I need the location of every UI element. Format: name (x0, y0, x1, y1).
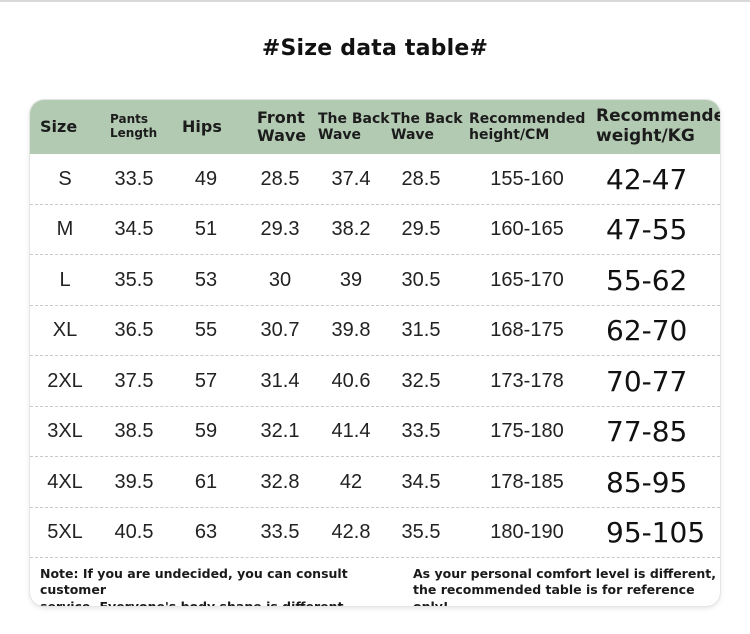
cell-back-wave-2: 33.5 (401, 420, 441, 442)
cell-hips: 53 (194, 268, 218, 291)
header-back-wave-1: The Back Wave (318, 110, 390, 143)
cell-height: 178-185 (490, 470, 564, 493)
cell-weight: 62-70 (606, 314, 688, 347)
table-row: 4XL 39.5 61 32.8 42 34.5 178-185 85-95 (30, 457, 720, 508)
cell-back-wave-2: 34.5 (401, 470, 441, 493)
cell-back-wave-2: 28.5 (401, 167, 441, 190)
cell-front-wave: 28.5 (260, 167, 300, 190)
cell-pants-length: 34.5 (114, 218, 154, 240)
cell-weight: 42-47 (606, 162, 688, 196)
header-front-wave: Front Wave (257, 107, 307, 145)
cell-hips: 63 (194, 521, 218, 543)
size-table-card: Size Pants Length Hips Front Wave The Ba… (30, 100, 720, 606)
page-title: #Size data table# (261, 36, 489, 61)
cell-height: 168-175 (490, 319, 564, 341)
cell-front-wave: 30 (268, 268, 292, 291)
cell-front-wave: 29.3 (260, 218, 300, 240)
header-recommended-height: Recommended height/CM (469, 110, 586, 143)
cell-pants-length: 40.5 (114, 521, 154, 543)
cell-back-wave-2: 29.5 (401, 218, 441, 240)
cell-size: S (58, 167, 72, 190)
cell-hips: 51 (194, 218, 218, 240)
table-header-row: Size Pants Length Hips Front Wave The Ba… (30, 100, 720, 154)
cell-front-wave: 30.7 (260, 319, 300, 341)
cell-back-wave-1: 42 (339, 470, 363, 493)
cell-size: 4XL (47, 470, 83, 493)
table-row: 2XL 37.5 57 31.4 40.6 32.5 173-178 70-77 (30, 356, 720, 407)
cell-height: 173-178 (490, 369, 564, 392)
table-row: 5XL 40.5 63 33.5 42.8 35.5 180-190 95-10… (30, 508, 720, 558)
cell-size: XL (52, 319, 78, 341)
cell-hips: 57 (194, 369, 218, 392)
cell-hips: 55 (194, 319, 218, 341)
cell-back-wave-2: 32.5 (401, 369, 441, 392)
cell-size: 5XL (47, 521, 83, 543)
cell-hips: 59 (194, 420, 218, 442)
cell-front-wave: 33.5 (260, 521, 300, 543)
cell-hips: 49 (194, 167, 218, 190)
table-row: 3XL 38.5 59 32.1 41.4 33.5 175-180 77-85 (30, 407, 720, 457)
header-back-wave-2: The Back Wave (391, 110, 463, 143)
cell-front-wave: 32.8 (260, 470, 300, 493)
cell-weight: 47-55 (606, 213, 688, 246)
table-row: XL 36.5 55 30.7 39.8 31.5 168-175 62-70 (30, 306, 720, 356)
table-row: L 35.5 53 30 39 30.5 165-170 55-62 (30, 255, 720, 306)
header-pants-length: Pants Length (110, 112, 158, 140)
cell-front-wave: 31.4 (260, 369, 300, 392)
table-row: S 33.5 49 28.5 37.4 28.5 155-160 42-47 (30, 154, 720, 205)
cell-weight: 77-85 (606, 415, 688, 448)
cell-back-wave-1: 37.4 (331, 167, 371, 190)
cell-back-wave-2: 35.5 (401, 521, 441, 543)
cell-pants-length: 35.5 (114, 268, 154, 291)
top-divider (0, 0, 750, 2)
table-body: S 33.5 49 28.5 37.4 28.5 155-160 42-47 M… (30, 154, 720, 558)
cell-size: M (56, 218, 74, 240)
cell-height: 175-180 (490, 420, 564, 442)
cell-weight: 85-95 (606, 465, 688, 499)
cell-back-wave-2: 31.5 (401, 319, 441, 341)
cell-weight: 70-77 (606, 364, 688, 398)
note-right: As your personal comfort level is differ… (413, 566, 716, 606)
cell-back-wave-1: 40.6 (331, 369, 371, 392)
cell-back-wave-1: 39 (339, 268, 363, 291)
cell-weight: 95-105 (606, 516, 706, 549)
cell-pants-length: 33.5 (114, 167, 154, 190)
cell-size: 3XL (47, 420, 83, 442)
cell-pants-length: 37.5 (114, 369, 154, 392)
cell-height: 180-190 (490, 521, 564, 543)
cell-back-wave-1: 38.2 (331, 218, 371, 240)
cell-pants-length: 36.5 (114, 319, 154, 341)
note-left: Note: If you are undecided, you can cons… (40, 566, 349, 606)
cell-pants-length: 38.5 (114, 420, 154, 442)
table-row: M 34.5 51 29.3 38.2 29.5 160-165 47-55 (30, 205, 720, 255)
cell-height: 160-165 (490, 218, 564, 240)
cell-hips: 61 (194, 470, 218, 493)
cell-weight: 55-62 (606, 263, 688, 297)
header-recommended-weight: Recommended weight/KG (596, 106, 720, 146)
header-hips: Hips (182, 116, 222, 136)
cell-front-wave: 32.1 (260, 420, 300, 442)
cell-back-wave-1: 39.8 (331, 319, 371, 341)
cell-pants-length: 39.5 (114, 470, 154, 493)
cell-back-wave-1: 42.8 (331, 521, 371, 543)
cell-height: 165-170 (490, 268, 564, 291)
cell-size: L (59, 268, 71, 291)
header-size: Size (40, 116, 78, 136)
cell-size: 2XL (47, 369, 83, 392)
cell-height: 155-160 (490, 167, 564, 190)
cell-back-wave-1: 41.4 (331, 420, 371, 442)
cell-back-wave-2: 30.5 (401, 268, 441, 291)
